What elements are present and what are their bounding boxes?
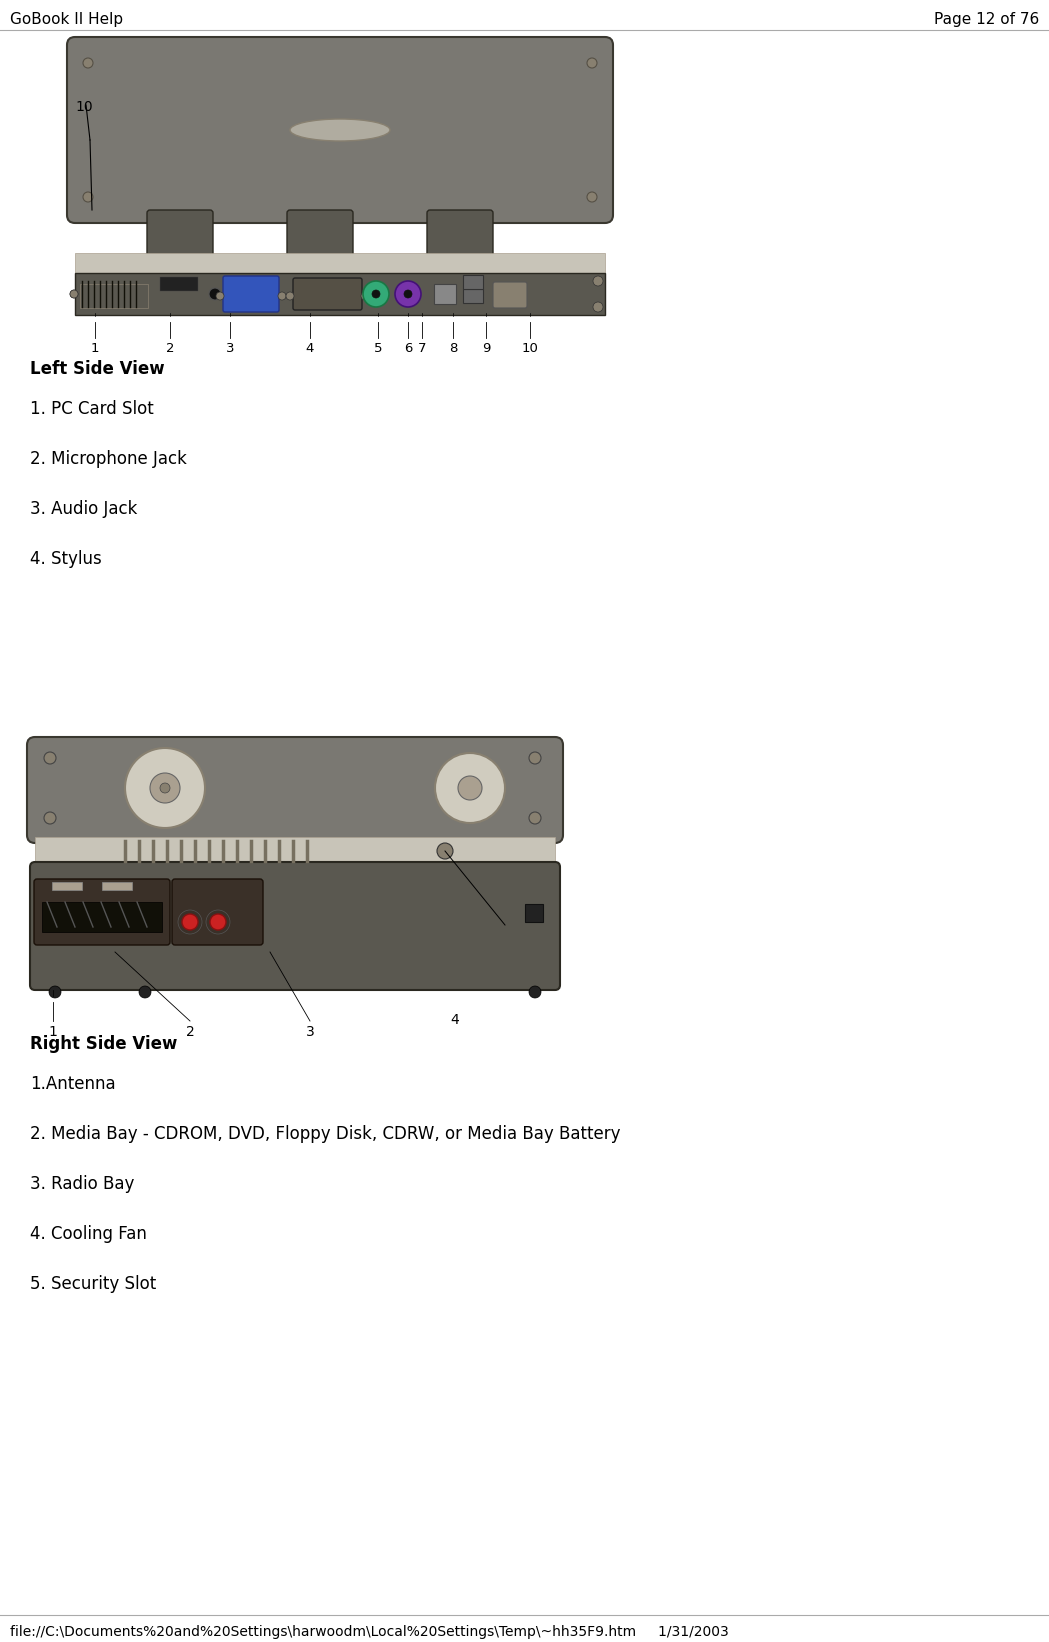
Text: file://C:\Documents%20and%20Settings\harwoodm\Local%20Settings\Temp\~hh35F9.htm : file://C:\Documents%20and%20Settings\har… — [10, 1626, 729, 1639]
Circle shape — [44, 813, 56, 824]
Text: Page 12 of 76: Page 12 of 76 — [934, 11, 1039, 26]
FancyBboxPatch shape — [427, 210, 493, 256]
Bar — [524, 905, 543, 923]
Bar — [463, 289, 483, 304]
Bar — [160, 277, 198, 291]
Text: 9: 9 — [481, 342, 490, 355]
Circle shape — [216, 292, 224, 300]
Text: 1. PC Card Slot: 1. PC Card Slot — [30, 401, 154, 419]
Circle shape — [372, 291, 380, 297]
Circle shape — [529, 985, 541, 998]
Circle shape — [70, 291, 78, 297]
Circle shape — [181, 915, 198, 929]
Circle shape — [140, 985, 151, 998]
FancyBboxPatch shape — [223, 276, 279, 312]
Bar — [74, 273, 605, 315]
Text: Right Side View: Right Side View — [30, 1034, 177, 1053]
Bar — [60, 39, 620, 320]
Circle shape — [160, 783, 170, 793]
FancyBboxPatch shape — [293, 277, 362, 310]
Text: 7: 7 — [418, 342, 426, 355]
Bar — [42, 901, 162, 933]
Circle shape — [529, 752, 541, 764]
Bar — [25, 741, 565, 1000]
Circle shape — [437, 842, 453, 859]
Text: 6: 6 — [404, 342, 412, 355]
Text: 10: 10 — [74, 100, 92, 113]
Ellipse shape — [290, 118, 390, 141]
Bar — [434, 284, 456, 304]
Circle shape — [125, 749, 205, 828]
FancyBboxPatch shape — [172, 878, 263, 946]
Text: 2: 2 — [186, 1025, 194, 1039]
Circle shape — [593, 276, 603, 286]
FancyBboxPatch shape — [34, 878, 170, 946]
Circle shape — [529, 813, 541, 824]
Text: 4. Cooling Fan: 4. Cooling Fan — [30, 1225, 147, 1243]
Text: 2. Media Bay - CDROM, DVD, Floppy Disk, CDRW, or Media Bay Battery: 2. Media Bay - CDROM, DVD, Floppy Disk, … — [30, 1125, 621, 1143]
Text: GoBook II Help: GoBook II Help — [10, 11, 123, 26]
Text: 2. Microphone Jack: 2. Microphone Jack — [30, 450, 187, 468]
Bar — [35, 837, 555, 865]
Bar — [52, 882, 82, 890]
Circle shape — [587, 57, 597, 67]
Circle shape — [44, 752, 56, 764]
Text: 5: 5 — [373, 342, 382, 355]
Circle shape — [395, 281, 421, 307]
FancyBboxPatch shape — [67, 38, 613, 223]
Circle shape — [363, 281, 389, 307]
Text: 3. Radio Bay: 3. Radio Bay — [30, 1176, 134, 1194]
Text: 2: 2 — [166, 342, 174, 355]
Text: 4. Stylus: 4. Stylus — [30, 550, 102, 568]
Bar — [463, 274, 483, 289]
FancyBboxPatch shape — [27, 737, 563, 842]
Circle shape — [404, 291, 412, 297]
Text: 3. Audio Jack: 3. Audio Jack — [30, 501, 137, 517]
Circle shape — [150, 773, 180, 803]
Circle shape — [458, 777, 481, 800]
Circle shape — [278, 292, 286, 300]
Text: 1.Antenna: 1.Antenna — [30, 1076, 115, 1094]
Text: 5. Security Slot: 5. Security Slot — [30, 1274, 156, 1292]
FancyBboxPatch shape — [30, 862, 560, 990]
Bar — [102, 882, 132, 890]
Bar — [74, 253, 605, 273]
Text: 3: 3 — [305, 1025, 315, 1039]
Circle shape — [210, 915, 226, 929]
Circle shape — [70, 291, 78, 297]
Circle shape — [593, 302, 603, 312]
Text: 1: 1 — [48, 1025, 58, 1039]
Circle shape — [83, 192, 93, 202]
Circle shape — [209, 287, 221, 300]
Text: 8: 8 — [449, 342, 457, 355]
Text: 1: 1 — [91, 342, 100, 355]
Text: 4: 4 — [451, 1013, 459, 1026]
Bar — [80, 284, 148, 309]
FancyBboxPatch shape — [287, 210, 354, 256]
FancyBboxPatch shape — [493, 282, 527, 309]
Circle shape — [83, 57, 93, 67]
Text: 10: 10 — [521, 342, 538, 355]
Circle shape — [435, 754, 505, 823]
Text: 4: 4 — [306, 342, 315, 355]
Circle shape — [361, 292, 369, 300]
FancyBboxPatch shape — [147, 210, 213, 256]
Circle shape — [587, 192, 597, 202]
Circle shape — [49, 985, 61, 998]
Text: 3: 3 — [226, 342, 234, 355]
Circle shape — [286, 292, 294, 300]
Text: Left Side View: Left Side View — [30, 360, 165, 378]
